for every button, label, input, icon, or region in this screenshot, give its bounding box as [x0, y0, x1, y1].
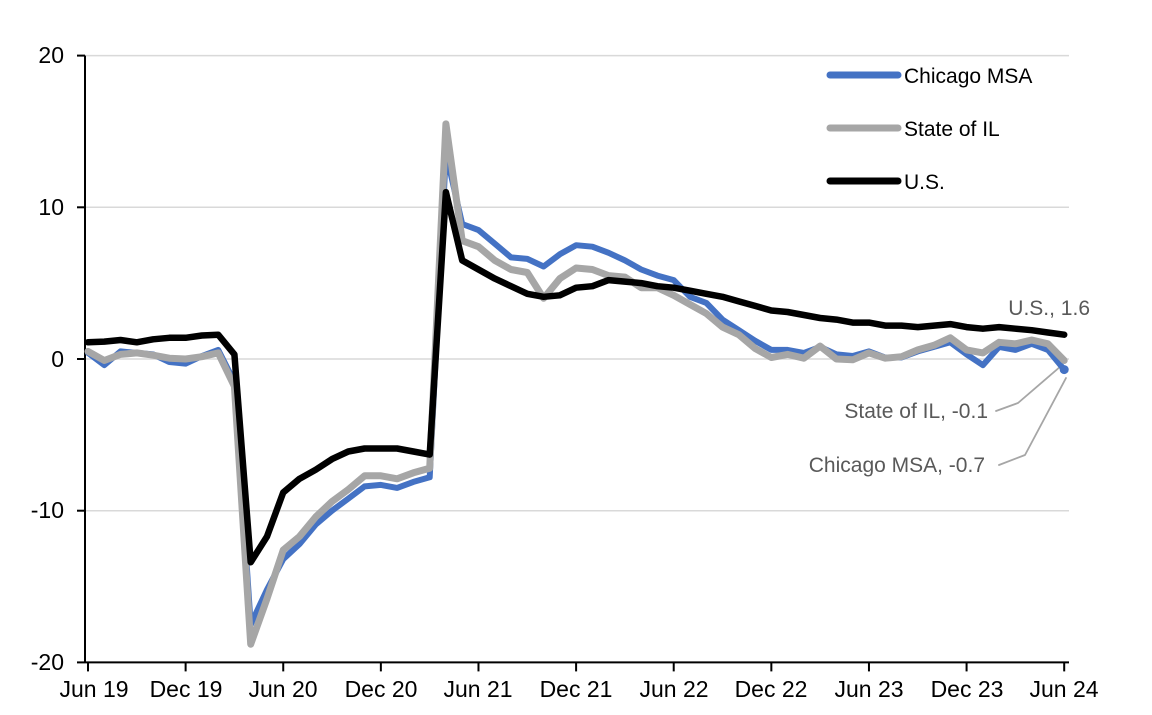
- series-end-dot-chicago-msa: [1059, 365, 1069, 375]
- series-line-state-of-il: [84, 120, 1068, 648]
- y-tick-label: -10: [31, 497, 64, 523]
- y-tick-label: 20: [38, 42, 64, 68]
- annotation-chicago-msa-value: Chicago MSA, -0.7: [809, 454, 985, 477]
- chart-generated-layer: [77, 54, 1069, 672]
- x-tick-label: Jun 19: [59, 676, 128, 702]
- y-tick-label: 0: [51, 346, 64, 372]
- x-tick-label: Dec 19: [150, 676, 223, 702]
- series-line-u-s-: [84, 188, 1068, 566]
- annotation-leader-line: [998, 377, 1067, 466]
- x-tick-label: Jun 20: [248, 676, 317, 702]
- x-tick-label: Dec 21: [540, 676, 613, 702]
- legend-label-us: U.S.: [904, 171, 945, 194]
- y-tick-label: -20: [31, 649, 64, 675]
- annotation-state-of-il-value: State of IL, -0.1: [844, 400, 988, 423]
- x-tick-label: Dec 20: [345, 676, 418, 702]
- x-tick-label: Dec 22: [735, 676, 808, 702]
- x-tick-label: Jun 21: [443, 676, 512, 702]
- annotation-leader-line: [995, 365, 1062, 412]
- annotation-us-value: U.S., 1.6: [1008, 297, 1090, 320]
- y-tick-label: 10: [38, 194, 64, 220]
- x-tick-label: Jun 23: [834, 676, 903, 702]
- x-tick-label: Jun 24: [1029, 676, 1098, 702]
- legend-label-state-of-il: State of IL: [904, 118, 1000, 141]
- x-tick-label: Dec 23: [931, 676, 1004, 702]
- legend-label-chicago-msa: Chicago MSA: [904, 65, 1032, 88]
- x-tick-label: Jun 22: [639, 676, 708, 702]
